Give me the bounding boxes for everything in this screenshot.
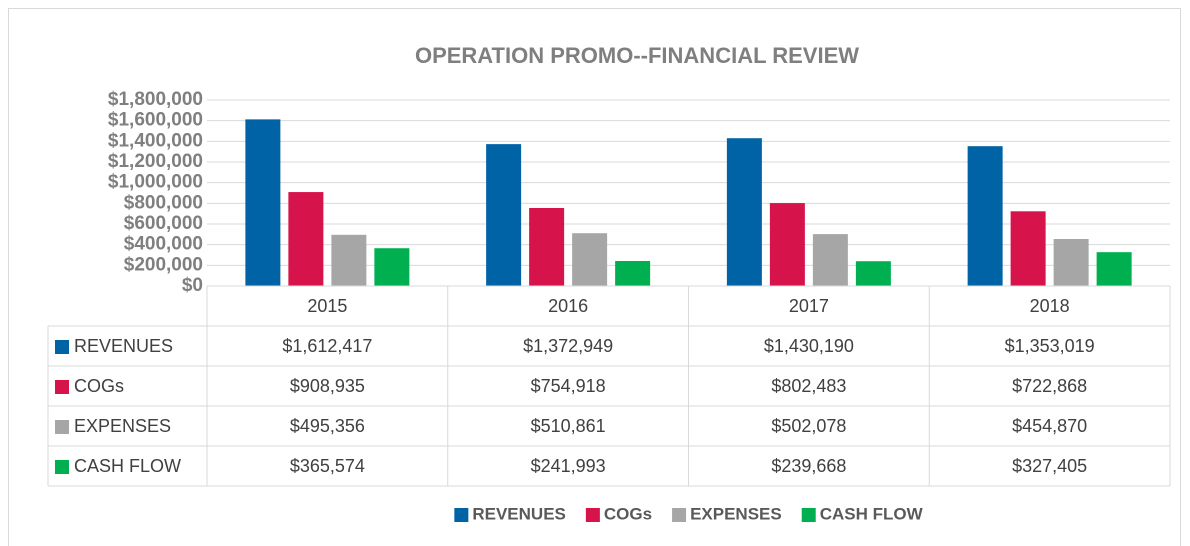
bar: [572, 233, 608, 286]
bar: [726, 138, 762, 286]
x-tick-label: 2018: [1030, 296, 1070, 316]
bar: [1096, 252, 1132, 286]
bar: [245, 119, 281, 286]
table-cell: $502,078: [771, 416, 846, 436]
bar: [1053, 238, 1089, 286]
bar: [615, 260, 651, 286]
table-cell: $239,668: [771, 456, 846, 476]
table-cell: $802,483: [771, 376, 846, 396]
table-cell: $454,870: [1012, 416, 1087, 436]
table-legend-key: [55, 460, 69, 474]
y-tick-label: $400,000: [124, 234, 203, 255]
bar: [374, 248, 410, 286]
table-row-label: REVENUES: [74, 336, 173, 356]
legend-label: EXPENSES: [690, 504, 782, 523]
y-tick-label: $1,600,000: [108, 110, 203, 131]
x-tick-label: 2017: [789, 296, 829, 316]
table-row-label: CASH FLOW: [74, 456, 181, 476]
table-cell: $365,574: [290, 456, 365, 476]
chart-title: OPERATION PROMO--FINANCIAL REVIEW: [415, 43, 859, 68]
bar: [855, 261, 891, 286]
bar: [331, 234, 367, 286]
y-tick-label: $0: [182, 275, 203, 296]
table-row-label: EXPENSES: [74, 416, 171, 436]
table-legend-key: [55, 340, 69, 354]
table-cell: $1,353,019: [1005, 336, 1095, 356]
legend-label: CASH FLOW: [820, 504, 924, 523]
legend-key: [585, 508, 600, 522]
table-cell: $908,935: [290, 376, 365, 396]
legend-label: REVENUES: [472, 504, 566, 523]
y-tick-label: $200,000: [124, 254, 203, 275]
table-cell: $1,612,417: [282, 336, 372, 356]
table-cell: $1,430,190: [764, 336, 854, 356]
bar: [486, 144, 522, 286]
table-cell: $241,993: [531, 456, 606, 476]
legend-key: [801, 508, 816, 522]
y-tick-label: $1,200,000: [108, 151, 203, 172]
legend-key: [672, 508, 687, 522]
bar: [1010, 211, 1046, 286]
bar: [769, 203, 805, 286]
table-legend-key: [55, 420, 69, 434]
bar: [967, 146, 1003, 286]
bar: [288, 192, 324, 286]
table-cell: $1,372,949: [523, 336, 613, 356]
bar: [812, 234, 848, 286]
table-cell: $722,868: [1012, 376, 1087, 396]
legend-label: COGs: [604, 504, 652, 523]
table-cell: $327,405: [1012, 456, 1087, 476]
y-tick-label: $800,000: [124, 192, 203, 213]
table-cell: $495,356: [290, 416, 365, 436]
x-tick-label: 2016: [548, 296, 588, 316]
legend-key: [454, 508, 469, 522]
y-tick-label: $1,800,000: [108, 89, 203, 110]
table-cell: $510,861: [531, 416, 606, 436]
x-tick-label: 2015: [307, 296, 347, 316]
table-legend-key: [55, 380, 69, 394]
y-tick-label: $1,000,000: [108, 172, 203, 193]
y-tick-label: $1,400,000: [108, 130, 203, 151]
y-tick-label: $600,000: [124, 213, 203, 234]
bar: [529, 207, 565, 286]
table-row-label: COGs: [74, 376, 124, 396]
table-cell: $754,918: [531, 376, 606, 396]
